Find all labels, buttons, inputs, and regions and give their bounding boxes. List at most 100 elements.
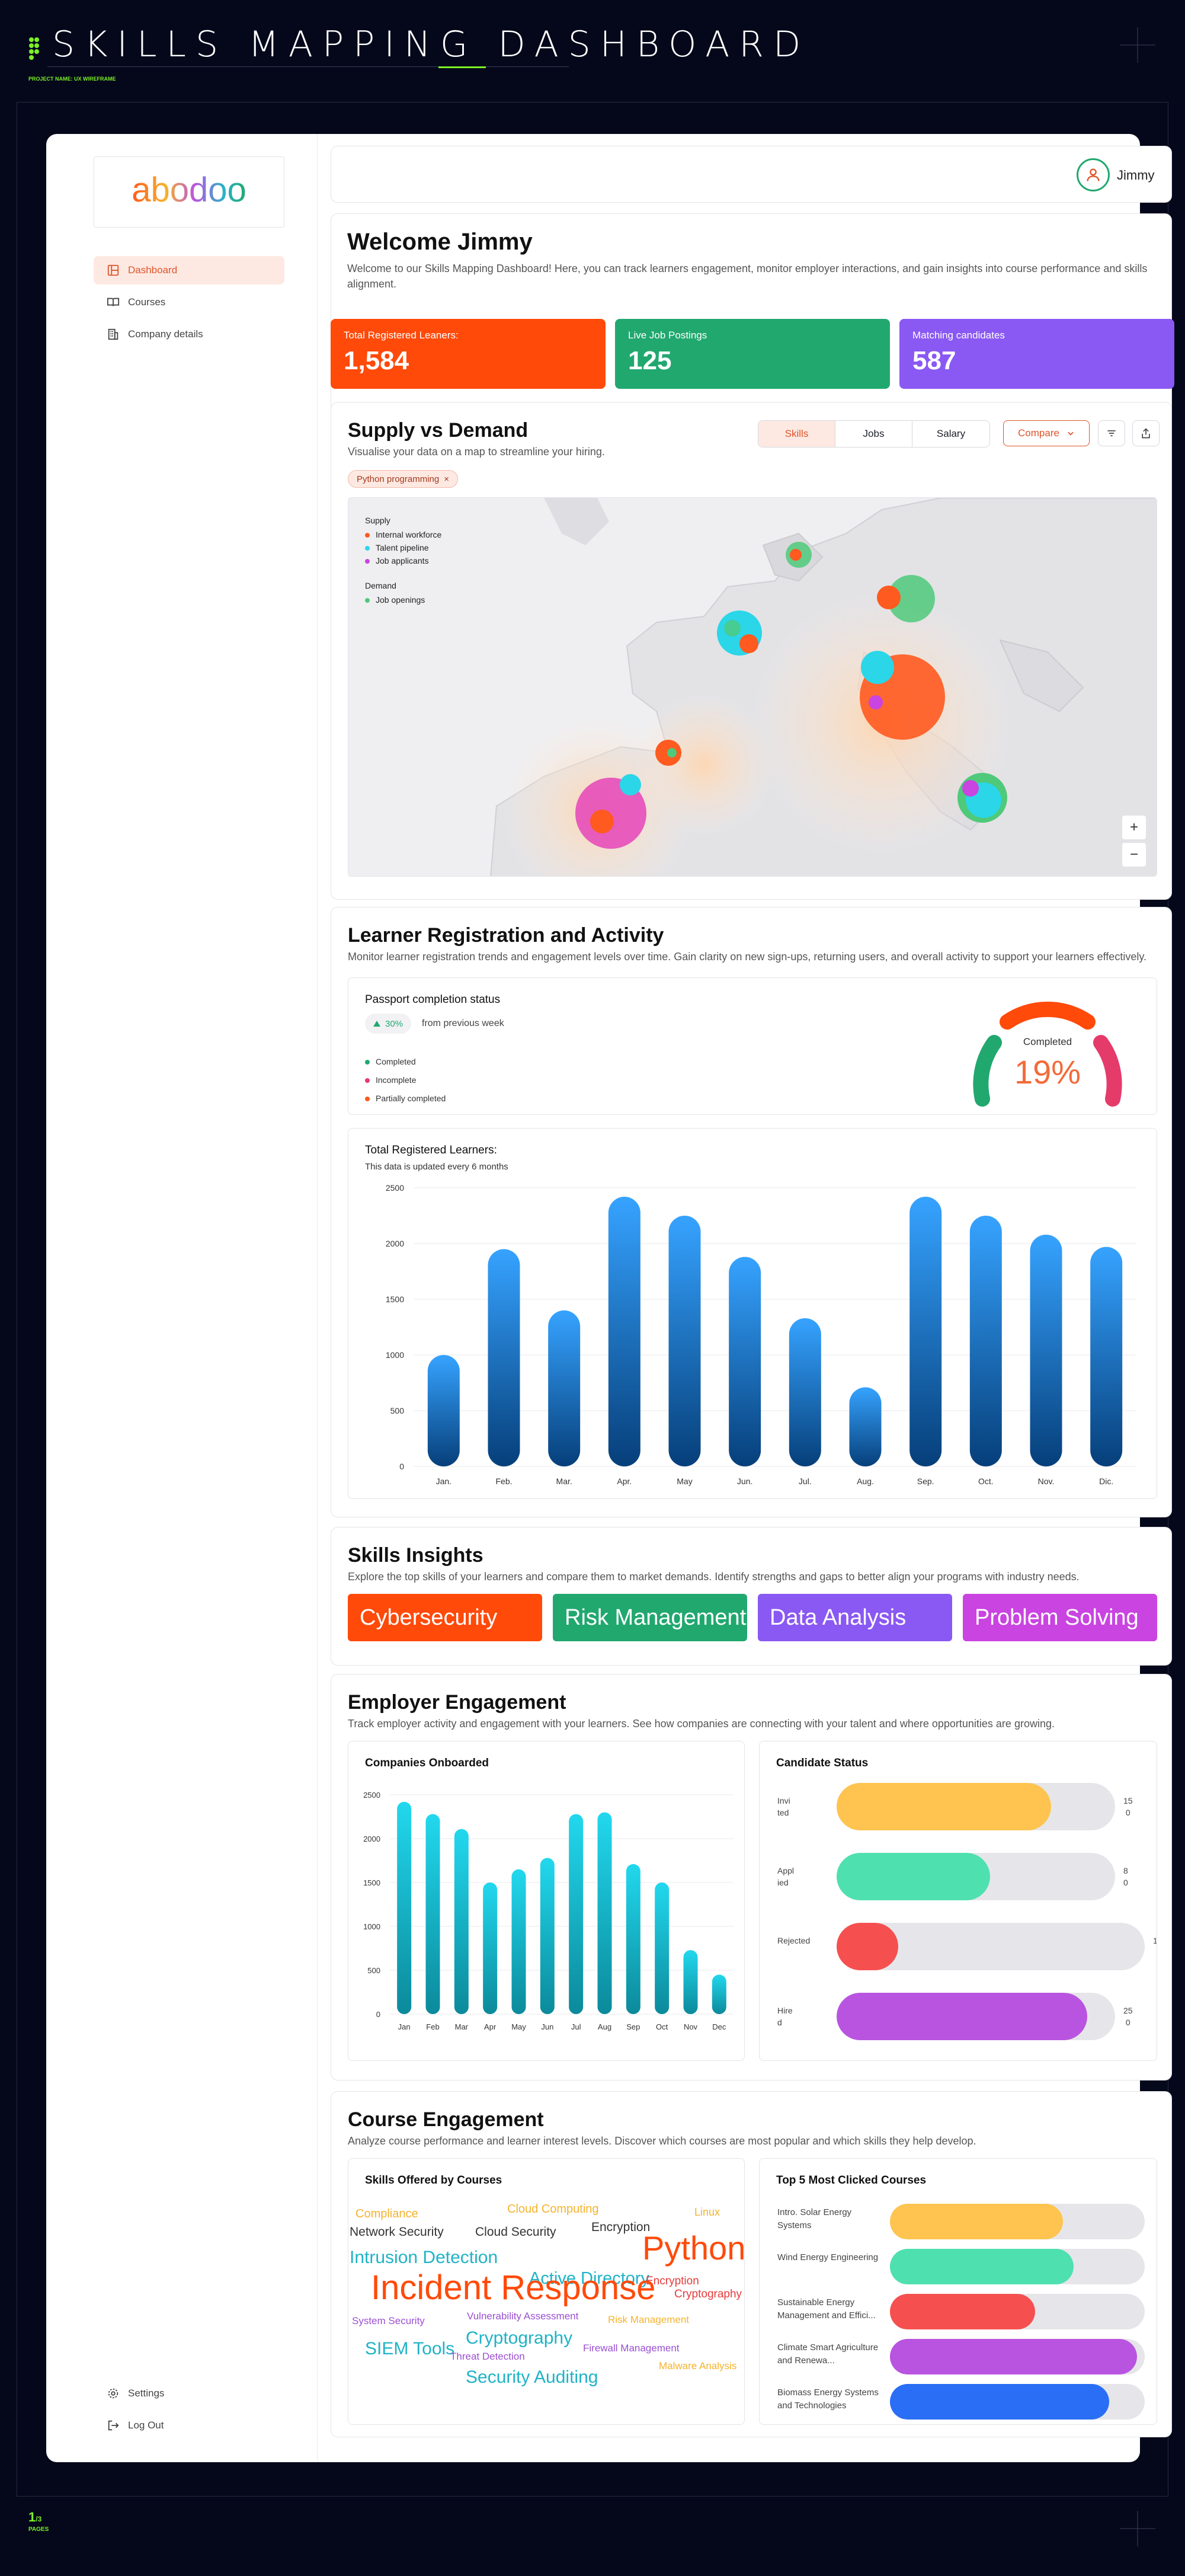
stat-card-jobs: Live Job Postings 125 (615, 319, 890, 389)
bar[interactable] (849, 1387, 882, 1466)
close-icon[interactable]: × (444, 474, 449, 484)
word-cloud-item[interactable]: Malware Analysis (659, 2360, 737, 2372)
chart-title: Total Registered Learners: (365, 1144, 497, 1156)
bar[interactable] (454, 1829, 469, 2014)
share-button[interactable] (1132, 420, 1160, 446)
bar[interactable] (540, 1858, 555, 2014)
filter-button[interactable] (1098, 420, 1125, 446)
word-cloud-item[interactable]: Encryption (646, 2275, 699, 2287)
compare-dropdown[interactable]: Compare (1003, 420, 1090, 446)
word-cloud-item[interactable]: Linux (694, 2206, 720, 2218)
course-bar[interactable] (890, 2249, 1074, 2284)
word-cloud-item[interactable]: Cryptography (466, 2328, 573, 2348)
x-tick-label: Sep. (917, 1476, 934, 1486)
word-cloud-item[interactable]: Compliance (356, 2207, 418, 2220)
skill-tag[interactable]: Problem Solving (963, 1594, 1157, 1641)
map-bubbles[interactable] (575, 542, 1007, 849)
candidate-bar[interactable] (837, 1923, 898, 1970)
bar[interactable] (488, 1249, 520, 1466)
candidate-bar[interactable] (837, 1993, 1087, 2040)
user-icon (1087, 168, 1100, 181)
candidate-bar[interactable] (837, 1853, 990, 1900)
bar[interactable] (597, 1812, 612, 2014)
candidate-bar[interactable] (837, 1783, 1051, 1830)
bar[interactable] (789, 1318, 821, 1466)
bar[interactable] (683, 1949, 698, 2014)
stat-card-learners: Total Registered Leaners: 1,584 (331, 319, 606, 389)
x-tick-label: Mar (455, 2022, 469, 2031)
bar[interactable] (511, 1869, 526, 2014)
crosshair-icon (1120, 27, 1155, 63)
course-bar[interactable] (890, 2384, 1109, 2420)
bar[interactable] (668, 1216, 701, 1466)
map-canvas (348, 498, 1157, 876)
chart-title: Companies Onboarded (365, 1757, 489, 1769)
bar[interactable] (397, 1801, 412, 2014)
word-cloud-item[interactable]: Threat Detection (450, 2351, 525, 2362)
word-cloud-item[interactable]: Encryption (591, 2220, 651, 2234)
skill-tag[interactable]: Risk Management (553, 1594, 747, 1641)
tab-skills[interactable]: Skills (758, 421, 835, 447)
tab-salary[interactable]: Salary (936, 428, 966, 439)
course-bar[interactable] (890, 2294, 1036, 2329)
filter-chip[interactable]: Python programming × (348, 470, 458, 488)
zoom-out-button[interactable]: − (1122, 843, 1146, 867)
dashboard-icon (107, 264, 119, 276)
candidate-row: Hire d 25 0 (777, 1993, 1145, 2040)
chip-label: Python programming (357, 474, 440, 484)
word-cloud-item[interactable]: Vulnerability Assessment (467, 2310, 579, 2322)
word-cloud-item[interactable]: Security Auditing (466, 2367, 598, 2387)
candidate-value: 8 0 (1123, 1866, 1128, 1887)
word-cloud-item[interactable]: Firewall Management (583, 2342, 680, 2354)
title-underline (47, 66, 569, 67)
word-cloud-item[interactable]: Cryptography (674, 2288, 742, 2300)
user-name[interactable]: Jimmy (1117, 168, 1155, 183)
candidate-track (837, 1923, 1145, 1970)
bar[interactable] (425, 1814, 440, 2014)
sidebar-item-courses[interactable]: Courses (94, 288, 284, 317)
bar[interactable] (712, 1974, 726, 2014)
bar[interactable] (483, 1883, 498, 2014)
sidebar-item-company-details[interactable]: Company details (94, 320, 284, 349)
bar[interactable] (548, 1310, 581, 1466)
sidebar-item-label: Log Out (128, 2420, 164, 2431)
zoom-in-button[interactable]: + (1122, 816, 1146, 839)
sidebar-item-settings[interactable]: Settings (94, 2379, 284, 2408)
word-cloud-item[interactable]: Network Security (350, 2225, 444, 2239)
tab-jobs[interactable]: Jobs (835, 421, 912, 447)
bar[interactable] (655, 1883, 670, 2014)
bar[interactable] (1030, 1234, 1062, 1466)
course-bar[interactable] (890, 2339, 1138, 2374)
word-cloud-item[interactable]: Incident Response (371, 2268, 656, 2307)
word-cloud-item[interactable]: SIEM Tools (365, 2339, 455, 2358)
word-cloud-item[interactable]: System Security (352, 2315, 425, 2326)
course-track (890, 2339, 1145, 2374)
candidate-row: Appl ied 8 0 (777, 1853, 1145, 1900)
bar[interactable] (608, 1197, 640, 1466)
legend-title: Supply (365, 516, 390, 525)
x-tick-label: Aug (598, 2022, 611, 2031)
bar[interactable] (909, 1197, 942, 1466)
word-cloud-item[interactable]: Active Directory (529, 2269, 650, 2288)
avatar[interactable] (1077, 158, 1110, 191)
sidebar-item-logout[interactable]: Log Out (94, 2411, 284, 2440)
bar[interactable] (626, 1864, 640, 2014)
title-accent (438, 66, 486, 68)
bar[interactable] (427, 1355, 460, 1466)
bar[interactable] (729, 1257, 761, 1466)
skill-tag[interactable]: Cybersecurity (348, 1594, 542, 1641)
x-tick-label: Apr. (617, 1476, 632, 1486)
course-bar[interactable] (890, 2204, 1064, 2239)
word-cloud-item[interactable]: Intrusion Detection (350, 2248, 498, 2267)
map[interactable]: Supply Internal workforce Talent pipelin… (348, 497, 1157, 877)
bar[interactable] (1090, 1247, 1123, 1466)
bar[interactable] (969, 1216, 1002, 1466)
sidebar-item-dashboard[interactable]: Dashboard (94, 256, 284, 285)
word-cloud-item[interactable]: Risk Management (608, 2314, 690, 2325)
word-cloud-item[interactable]: Python (642, 2229, 745, 2267)
word-cloud-item[interactable]: Cloud Security (475, 2225, 556, 2239)
skill-tag[interactable]: Data Analysis (758, 1594, 952, 1641)
word-cloud-item[interactable]: Cloud Computing (507, 2203, 599, 2216)
bar[interactable] (569, 1814, 584, 2014)
logo[interactable]: abodoo (94, 156, 284, 228)
